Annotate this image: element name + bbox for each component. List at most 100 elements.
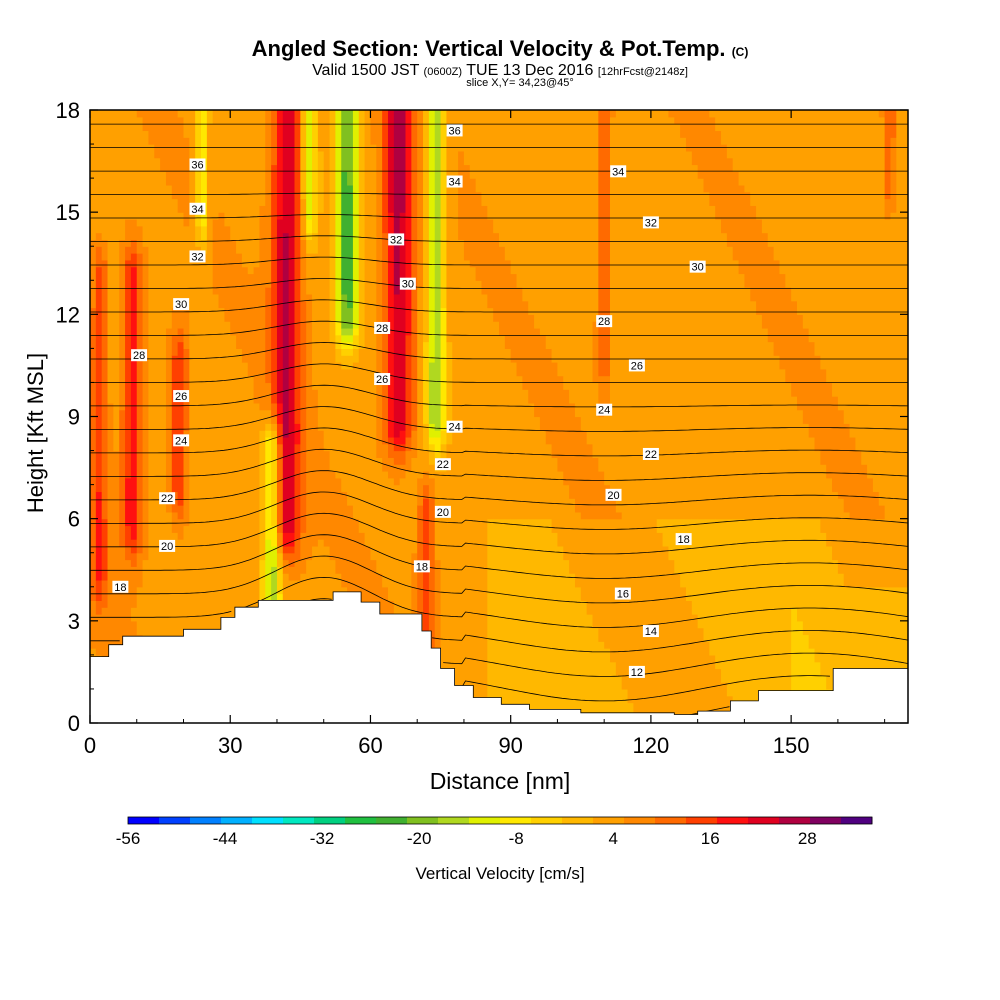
velocity-cell [522, 110, 529, 302]
velocity-cell [119, 239, 126, 411]
velocity-cell [236, 110, 243, 254]
velocity-cell [674, 518, 681, 574]
contour-label: 24 [173, 434, 190, 447]
velocity-cell [557, 375, 564, 472]
velocity-cell [271, 430, 278, 438]
velocity-cell [750, 110, 757, 206]
velocity-cell [680, 586, 687, 723]
velocity-cell [428, 362, 436, 424]
velocity-cell [393, 450, 401, 465]
velocity-cell [125, 218, 132, 247]
contour-label-bg [189, 158, 206, 171]
velocity-cell [499, 518, 506, 723]
velocity-cell [796, 409, 804, 520]
velocity-cell [563, 389, 570, 486]
velocity-cell [399, 477, 407, 629]
velocity-cell [440, 470, 448, 723]
velocity-cell [218, 212, 225, 309]
velocity-cell [598, 110, 605, 377]
contour-label: 32 [388, 233, 405, 246]
terrain [90, 591, 908, 723]
velocity-cell [890, 586, 897, 723]
contour-label-text: 20 [161, 541, 173, 553]
velocity-cell [352, 110, 360, 329]
contour-label-text: 18 [114, 582, 126, 594]
velocity-cell [95, 266, 103, 493]
velocity-cell [703, 110, 710, 193]
velocity-cell [592, 457, 599, 520]
colorbar-swatch [593, 817, 625, 824]
velocity-cell [136, 116, 144, 227]
velocity-cell [411, 457, 418, 554]
velocity-cell [423, 484, 430, 499]
velocity-cell [148, 110, 155, 145]
x-tick-label: 150 [773, 733, 810, 758]
velocity-cell [487, 110, 494, 220]
theta-contour-line [90, 448, 908, 481]
velocity-cell [271, 110, 278, 166]
contour-label-text: 28 [133, 350, 145, 362]
velocity-cell [709, 110, 716, 118]
velocity-cell [323, 110, 331, 452]
velocity-cell [189, 110, 196, 723]
velocity-cell [826, 545, 833, 690]
theta-contour-line [443, 652, 908, 677]
velocity-cell [796, 620, 804, 717]
contour-label: 18 [675, 533, 692, 546]
colorbar-swatch [655, 817, 687, 824]
velocity-cell [201, 239, 208, 254]
colorbar-swatch [531, 817, 563, 824]
velocity-cell [586, 443, 594, 520]
velocity-cell [125, 246, 132, 261]
velocity-cell [785, 287, 792, 384]
contour-label-bg [374, 373, 391, 386]
velocity-cell [709, 518, 716, 656]
y-tick-label: 9 [68, 405, 80, 430]
velocity-cell [352, 327, 360, 336]
velocity-cell [569, 498, 576, 574]
velocity-cell [276, 423, 284, 445]
colorbar-swatch [562, 817, 594, 824]
velocity-cell [592, 321, 599, 384]
contour-label: 34 [610, 165, 627, 178]
contour-label: 24 [596, 403, 613, 417]
velocity-cell [271, 436, 278, 527]
velocity-cell [329, 110, 336, 343]
theta-contours [90, 123, 908, 716]
theta-contour-line [90, 512, 908, 555]
velocity-cell [440, 110, 448, 309]
velocity-cell [294, 539, 301, 561]
velocity-cell [288, 532, 296, 547]
velocity-cell [265, 436, 272, 540]
contour-label-bg [596, 315, 613, 328]
velocity-cell [276, 110, 284, 220]
velocity-cell [744, 287, 751, 520]
velocity-cell [276, 402, 284, 424]
velocity-cell [697, 178, 705, 520]
colorbar-tick-label: 4 [608, 829, 617, 848]
contour-label-text: 22 [645, 449, 657, 461]
velocity-cell [890, 212, 897, 588]
velocity-cell [300, 532, 307, 574]
velocity-cell [399, 464, 407, 479]
contour-label-text: 36 [191, 159, 203, 171]
velocity-cell [405, 470, 412, 629]
velocity-cell [796, 110, 804, 315]
velocity-cell [574, 586, 582, 723]
velocity-cell [95, 491, 103, 581]
velocity-cell [814, 450, 821, 520]
velocity-cell [662, 518, 670, 547]
contour-label-text: 36 [448, 125, 460, 137]
velocity-cell [814, 110, 821, 356]
velocity-cell [545, 518, 553, 723]
colorbar-tick-label: -56 [116, 829, 141, 848]
velocity-cell [423, 450, 430, 472]
velocity-cell [95, 246, 103, 268]
velocity-cell [171, 307, 179, 336]
velocity-cell [610, 661, 617, 723]
colorbar-swatch [376, 817, 408, 824]
colorbar-swatch [438, 817, 470, 824]
velocity-cell [767, 110, 775, 247]
velocity-cell [884, 198, 892, 220]
colorbar-tick-label: 16 [701, 829, 720, 848]
